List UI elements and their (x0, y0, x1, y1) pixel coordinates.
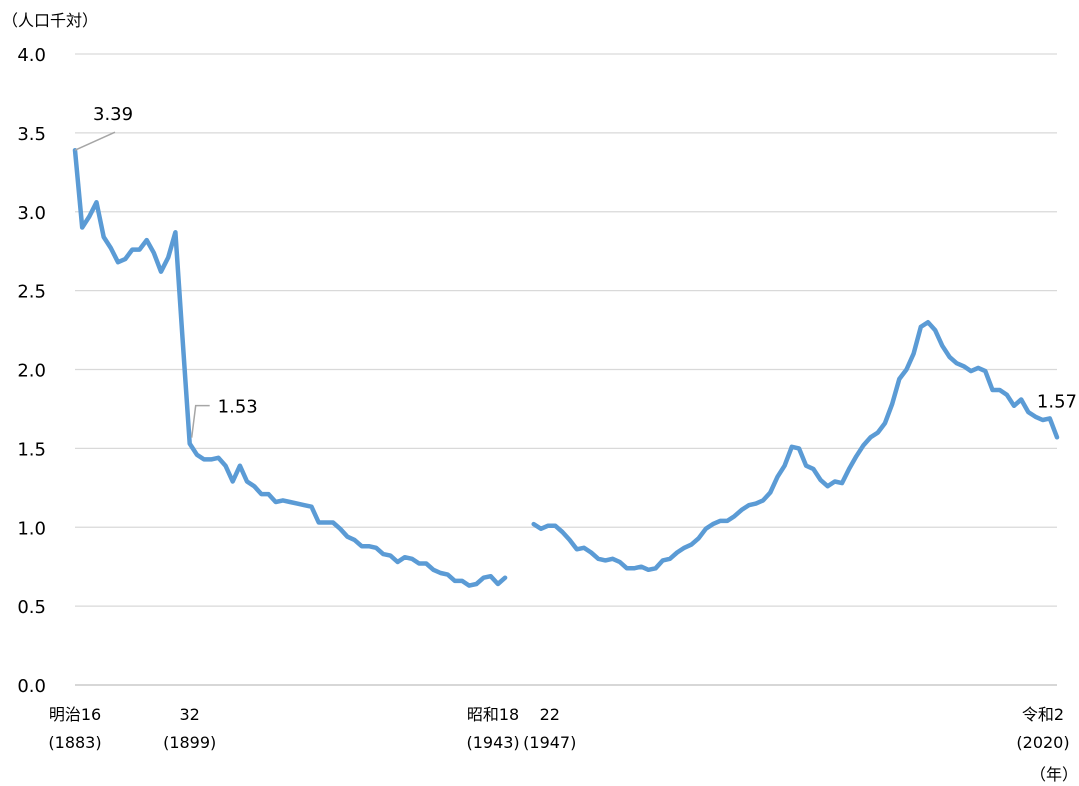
x-tick-label: (1899) (163, 733, 216, 752)
series-lines (72, 147, 1060, 588)
y-tick-label: 0.0 (17, 676, 46, 697)
data-labels: 3.39 1.53 1.57 (74, 104, 1077, 438)
y-tick-label: 2.0 (17, 361, 46, 382)
y-tick-label: 2.5 (17, 282, 46, 303)
x-tick-label: (1943) (466, 733, 519, 752)
y-tick-label: 3.0 (17, 203, 46, 224)
x-tick-label: 22 (540, 705, 560, 724)
data-label: 1.57 (1037, 391, 1077, 412)
y-tick-label: 1.0 (17, 518, 46, 539)
y-tick-label: 1.5 (17, 439, 46, 460)
x-tick-label: (1947) (523, 733, 576, 752)
x-tick-label: (2020) (1016, 733, 1069, 752)
y-tick-label: 3.5 (17, 124, 46, 145)
x-tick-label: 昭和18 (467, 705, 519, 724)
x-unit-label: （年） (1030, 765, 1078, 784)
x-tick-label: 明治16 (49, 705, 101, 724)
gridlines (75, 53, 1057, 686)
data-label: 3.39 (93, 104, 133, 125)
x-tick-label: (1883) (48, 733, 101, 752)
leader-line (74, 131, 116, 151)
series-line-segment (72, 147, 508, 588)
series-line-segment (531, 319, 1060, 573)
data-label: 1.53 (218, 397, 258, 418)
y-unit-label: （人口千対） (2, 11, 98, 30)
x-tick-label: 32 (180, 705, 200, 724)
leader-line (190, 404, 210, 438)
y-axis-ticks: 0.0 0.5 1.0 1.5 2.0 2.5 3.0 3.5 4.0 (17, 45, 46, 697)
x-axis-ticks: 明治16 (1883) 32 (1899) 昭和18 (1943) 22 (1947) 令和2 (… (48, 705, 1069, 752)
x-tick-label: 令和2 (1022, 705, 1064, 724)
y-tick-label: 4.0 (17, 45, 46, 66)
y-tick-label: 0.5 (17, 597, 46, 618)
